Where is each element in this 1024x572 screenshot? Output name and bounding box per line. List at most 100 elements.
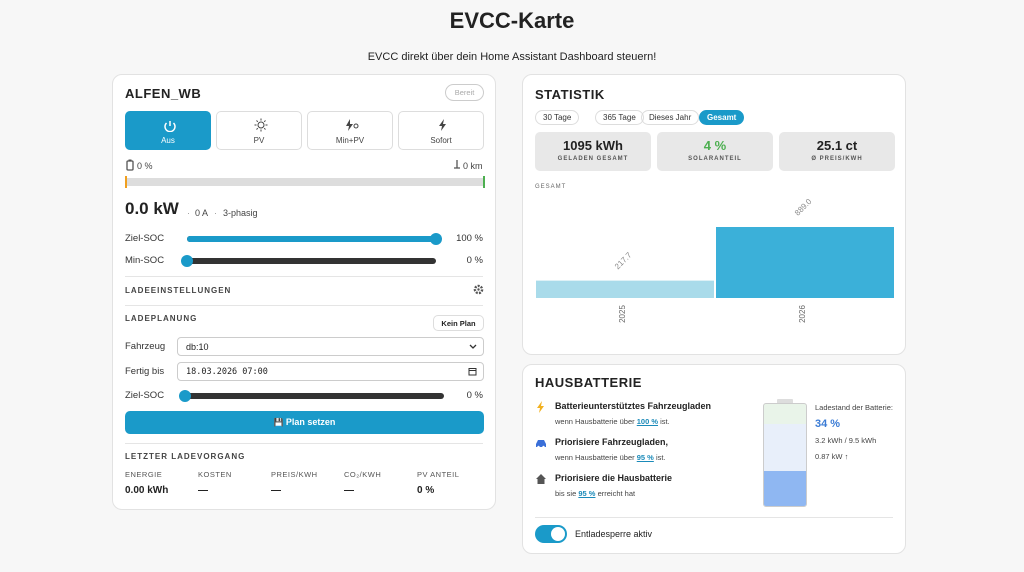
car-icon — [536, 440, 546, 449]
stat-value: — — [271, 485, 281, 496]
plan-soc-slider[interactable] — [179, 390, 444, 402]
settings-icon[interactable] — [473, 284, 484, 295]
mode-button[interactable]: PV — [216, 111, 302, 150]
item-threshold[interactable]: 95 % — [636, 453, 654, 462]
section-title: LADEPLANUNG — [125, 314, 198, 323]
min-soc-slider[interactable] — [181, 255, 436, 267]
wallbox-card: ALFEN_WB Bereit 0 % 0 km 0.0 kW · 0 A · … — [112, 74, 496, 510]
home-icon — [536, 474, 546, 484]
datetime-input[interactable]: 18.03.2026 07:00 — [177, 362, 484, 381]
card-title: HAUSBATTERIE — [535, 375, 642, 390]
item-title: Priorisiere Fahrzeugladen, — [555, 437, 669, 447]
stat-value: — — [344, 485, 354, 496]
charge-progress — [125, 176, 485, 188]
card-title: STATISTIK — [535, 87, 605, 102]
x-tick-label: 2026 — [798, 305, 807, 323]
tab[interactable]: 30 Tage — [535, 110, 580, 125]
plan-button[interactable]: 💾 Plan setzen — [125, 411, 484, 434]
stat-label: PREIS/KWH — [271, 470, 318, 479]
stat-value: 0.00 kWh — [125, 485, 169, 496]
mode-label: PV — [253, 136, 265, 145]
slider-value: 0 % — [466, 255, 483, 266]
kpi: 4 % SOLARANTEIL — [657, 132, 773, 171]
current: 0 A — [195, 208, 209, 218]
mode-label: Sofort — [430, 136, 452, 145]
value-label: 217.7 — [613, 250, 634, 271]
vehicle-soc: 0 % — [137, 161, 153, 171]
bolt-icon — [537, 401, 544, 413]
page-title: EVCC-Karte — [449, 8, 575, 33]
battery-fill — [764, 471, 806, 506]
toggle-label: Entladesperre aktiv — [575, 529, 653, 539]
bar — [716, 227, 894, 298]
item-before: wenn Hausbatterie über — [555, 453, 635, 462]
mode-button[interactable]: Sofort — [398, 111, 484, 150]
slider-thumb — [181, 255, 193, 267]
wallbox-name: ALFEN_WB — [125, 86, 202, 101]
vehicle-value: db:10 — [186, 342, 209, 352]
plan-status[interactable]: Kein Plan — [433, 315, 484, 331]
kpi: 1095 kWh GELADEN GESAMT — [535, 132, 651, 171]
page-subtitle: EVCC direkt über dein Home Assistant Das… — [367, 51, 657, 63]
mode-button[interactable]: Min+PV — [307, 111, 393, 150]
stat-value: — — [198, 485, 208, 496]
battery-icon — [126, 159, 134, 171]
kpi-value: 25.1 ct — [816, 138, 858, 153]
slider-value: 0 % — [466, 390, 483, 401]
item-before: wenn Hausbatterie über — [555, 417, 635, 426]
mode-label: Min+PV — [335, 136, 365, 145]
slider-label: Ziel-SOC — [125, 390, 165, 401]
kpi: 25.1 ct Ø PREIS/KWH — [779, 132, 895, 171]
stat-value: 0 % — [417, 485, 435, 496]
bar — [536, 280, 714, 298]
tab[interactable]: 365 Tage — [595, 110, 644, 125]
status-badge: Bereit — [445, 84, 484, 101]
field-label: Fahrzeug — [125, 341, 166, 352]
stat-label: CO₂/KWH — [344, 470, 382, 479]
kpi-label: GELADEN GESAMT — [557, 156, 629, 162]
slider-value: 100 % — [456, 233, 483, 244]
chart: 217.7 2025 889.0 2026 — [536, 197, 894, 323]
battery-label: Ladestand der Batterie: — [815, 403, 893, 412]
tab[interactable]: Gesamt — [699, 110, 745, 125]
battery-power: 0.87 kW ↑ — [815, 452, 849, 461]
section-title: LETZTER LADEVORGANG — [125, 452, 246, 461]
mode-button[interactable]: Aus — [125, 111, 211, 150]
power: 0.0 kW — [125, 199, 179, 218]
mode-label: Aus — [161, 136, 175, 145]
item-before: bis sie — [555, 489, 577, 498]
x-tick-label: 2025 — [618, 305, 627, 323]
phases: 3-phasig — [223, 208, 258, 218]
slider-fill — [187, 236, 436, 242]
slider-label: Ziel-SOC — [125, 233, 165, 244]
item-threshold[interactable]: 100 % — [636, 417, 659, 426]
kpi-label: SOLARANTEIL — [688, 156, 742, 162]
stat-label: PV ANTEIL — [417, 470, 460, 479]
vehicle-select[interactable]: db:10 — [177, 337, 484, 356]
datetime-value: 18.03.2026 07:00 — [186, 367, 268, 377]
item-threshold[interactable]: 95 % — [578, 489, 596, 498]
vehicle-range: 0 km — [463, 161, 483, 171]
tab[interactable]: Dieses Jahr — [641, 110, 700, 125]
battery-energy: 3.2 kWh / 9.5 kWh — [815, 436, 877, 445]
slider-label: Min-SOC — [125, 255, 165, 266]
hausbatterie-card: HAUSBATTERIE Batterieunterstütztes Fahrz… — [522, 364, 906, 554]
battery-graphic — [763, 403, 807, 507]
toggle[interactable] — [535, 525, 567, 543]
item-text: wenn Hausbatterie über 95 % ist. — [555, 453, 666, 462]
stat-label: KOSTEN — [198, 470, 232, 479]
battery-soc: 34 % — [815, 418, 841, 430]
item-text: wenn Hausbatterie über 100 % ist. — [555, 417, 670, 426]
item-after: erreicht hat — [597, 489, 636, 498]
stat-label: ENERGIE — [125, 470, 163, 479]
plan-button-label: Plan setzen — [285, 417, 336, 427]
range-icon — [454, 160, 460, 169]
ziel-soc-slider[interactable] — [187, 233, 442, 245]
kpi-value: 1095 kWh — [563, 138, 623, 153]
item-title: Batterieunterstütztes Fahrzeugladen — [555, 401, 712, 411]
value-label: 889.0 — [793, 197, 814, 218]
kpi-value: 4 % — [703, 138, 727, 153]
slider-thumb — [179, 390, 191, 402]
section-title[interactable]: LADEEINSTELLUNGEN — [125, 286, 232, 295]
chart-title: GESAMT — [535, 184, 567, 190]
